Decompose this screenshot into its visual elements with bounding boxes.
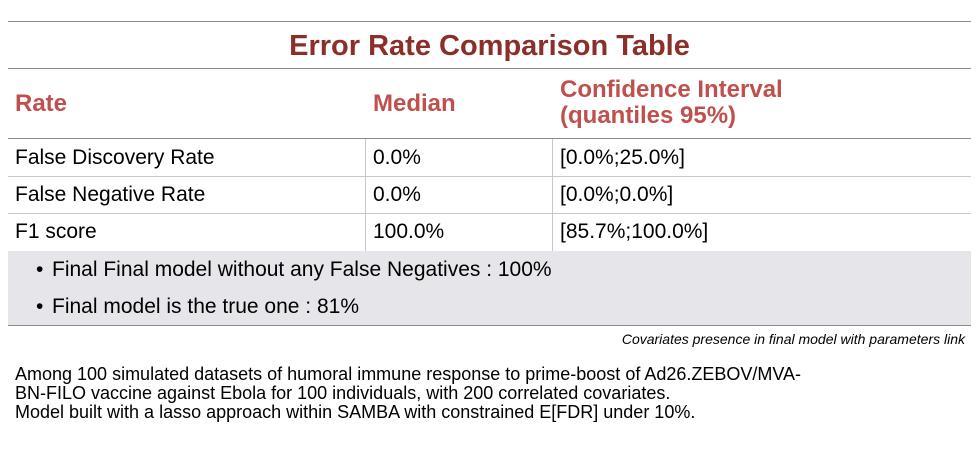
cell-rate: False Discovery Rate — [15, 146, 215, 169]
bullet-text: Final Final model without any False Nega… — [52, 258, 552, 281]
cell-median: 0.0% — [373, 146, 421, 169]
header-ci: Confidence Interval (quantiles 95%) — [560, 77, 783, 129]
header-rule — [8, 138, 971, 139]
header-ci-line2: (quantiles 95%) — [560, 102, 737, 129]
bullet-dot: • — [36, 295, 44, 318]
footnote-line: Among 100 simulated datasets of humoral … — [15, 364, 802, 384]
bullet-dot: • — [36, 258, 44, 281]
table-caption: Covariates presence in final model with … — [621, 331, 965, 347]
table-bottom-rule — [8, 325, 971, 326]
table-top-rule — [8, 21, 971, 22]
header-rate: Rate — [15, 90, 68, 117]
list-item: • Final Final model without any False Neg… — [36, 258, 552, 282]
column-divider — [365, 139, 366, 251]
cell-rate: False Negative Rate — [15, 183, 206, 206]
row-divider — [8, 176, 971, 177]
table-title: Error Rate Comparison Table — [289, 30, 690, 62]
header-median: Median — [373, 90, 456, 117]
title-rule — [8, 68, 971, 69]
row-divider — [8, 213, 971, 214]
footnote-line: Model built with a lasso approach within… — [15, 402, 696, 422]
cell-ci: [85.7%;100.0%] — [560, 220, 709, 243]
header-ci-line1: Confidence Interval — [560, 76, 783, 103]
cell-median: 100.0% — [373, 220, 445, 243]
summary-band: • Final Final model without any False Neg… — [8, 251, 971, 325]
cell-rate: F1 score — [15, 220, 97, 243]
bullet-text: Final model is the true one : 81% — [52, 295, 360, 318]
list-item: • Final model is the true one : 81% — [36, 295, 359, 319]
cell-ci: [0.0%;0.0%] — [560, 183, 674, 206]
cell-median: 0.0% — [373, 183, 421, 206]
cell-ci: [0.0%;25.0%] — [560, 146, 685, 169]
column-divider — [552, 139, 553, 251]
footnote-line: BN-FILO vaccine against Ebola for 100 in… — [15, 383, 671, 403]
